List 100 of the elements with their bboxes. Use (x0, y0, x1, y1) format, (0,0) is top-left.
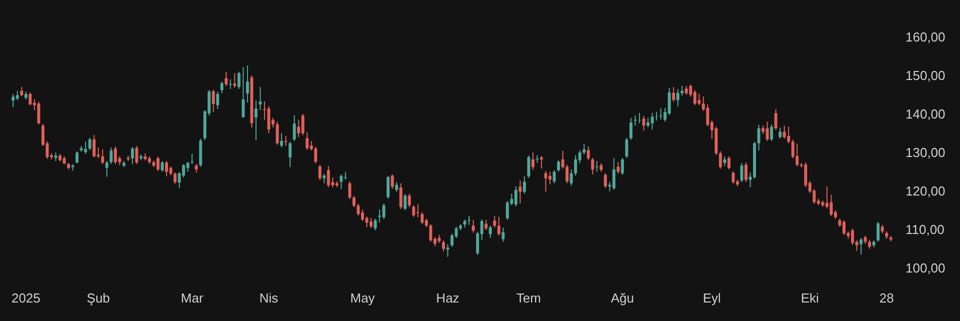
candlestick (557, 160, 560, 172)
candlestick (552, 170, 556, 184)
candlestick (732, 170, 735, 184)
candlestick (527, 155, 530, 178)
candlestick (830, 194, 833, 217)
candlestick (386, 175, 390, 200)
candlestick (220, 81, 224, 94)
candlestick (160, 160, 164, 172)
candlestick (522, 176, 526, 194)
candlestick (237, 71, 240, 90)
candlestick (778, 126, 782, 140)
candlestick (484, 219, 488, 231)
candlestick (782, 125, 786, 140)
candlestick (352, 196, 356, 208)
candlestick (276, 121, 279, 146)
candlestick (318, 164, 322, 181)
candlestick (740, 162, 744, 183)
x-tick-label: Nis (259, 290, 279, 306)
candlestick (370, 217, 373, 228)
candlestick (246, 64, 249, 103)
candlestick (544, 170, 548, 192)
candlestick (493, 216, 496, 228)
candlestick (744, 162, 748, 183)
candlestick (186, 161, 190, 172)
candlestick (101, 148, 104, 165)
candlestick (344, 171, 347, 180)
candlestick (412, 204, 416, 218)
candlestick (672, 86, 676, 102)
candlestick (676, 88, 680, 107)
candlestick (420, 212, 424, 225)
y-tick-label: 150,00 (906, 68, 946, 83)
x-tick-label: 28 (879, 290, 894, 306)
candlestick (348, 180, 352, 200)
candlestick (604, 172, 607, 188)
candlestick (472, 219, 475, 234)
candlestick (693, 90, 696, 106)
candlestick (258, 86, 262, 111)
candlestick (12, 93, 15, 108)
candlestick (506, 200, 509, 220)
candlestick (851, 228, 854, 246)
candlestick (84, 141, 88, 155)
candlestick (224, 71, 228, 87)
candlestick (591, 157, 594, 175)
candlestick (280, 132, 284, 148)
candlestick (322, 173, 326, 184)
candlestick (723, 156, 726, 166)
candlestick (770, 124, 774, 142)
candlestick (114, 146, 117, 165)
candlestick (88, 136, 92, 151)
candlestick (429, 224, 432, 242)
x-tick-label: Haz (436, 290, 460, 306)
x-tick-label: Ağu (610, 290, 634, 306)
candlestick (727, 156, 730, 170)
candlestick (416, 204, 420, 218)
candlestick (531, 152, 534, 170)
candlestick (390, 174, 394, 190)
candlestick (698, 93, 701, 106)
y-tick-label: 160,00 (906, 30, 946, 44)
candlestick (497, 216, 500, 236)
candlestick (254, 100, 258, 141)
candlestick (76, 150, 79, 164)
candlestick (502, 227, 505, 242)
candlestick (638, 112, 641, 124)
candlestick (804, 162, 808, 188)
candlestick (110, 146, 113, 165)
candlestick (267, 106, 270, 134)
candlestick (378, 208, 382, 224)
candlestick (876, 221, 880, 242)
candlestick (718, 150, 722, 170)
candlestick (361, 208, 364, 222)
y-tick-label: 130,00 (906, 145, 946, 160)
candlestick (92, 134, 96, 158)
candlestick (774, 108, 778, 131)
candlestick (408, 193, 411, 208)
candlestick (301, 114, 304, 136)
candlestick (540, 155, 543, 170)
y-tick-label: 140,00 (906, 106, 946, 122)
candlestick (174, 172, 177, 184)
candlestick (28, 92, 32, 106)
candlestick (20, 86, 24, 97)
candlestick (135, 145, 138, 165)
candlestick (16, 90, 19, 101)
candlestick (570, 168, 573, 186)
candlestick (488, 225, 492, 238)
candlestick (314, 146, 318, 164)
candlestick (306, 132, 309, 150)
x-tick-label: 2025 (11, 290, 40, 306)
candlestick (242, 66, 245, 118)
candlestick (288, 141, 292, 168)
candlestick (340, 174, 343, 190)
candlestick (574, 154, 578, 176)
candlestick (326, 165, 330, 188)
candlestick (356, 203, 360, 216)
candlestick (297, 119, 300, 138)
candlestick (629, 117, 632, 140)
candlestick (442, 240, 445, 252)
candlestick (233, 72, 236, 88)
candlestick (514, 186, 518, 207)
candlestick (582, 143, 586, 155)
y-tick-label: 110,00 (906, 222, 944, 237)
